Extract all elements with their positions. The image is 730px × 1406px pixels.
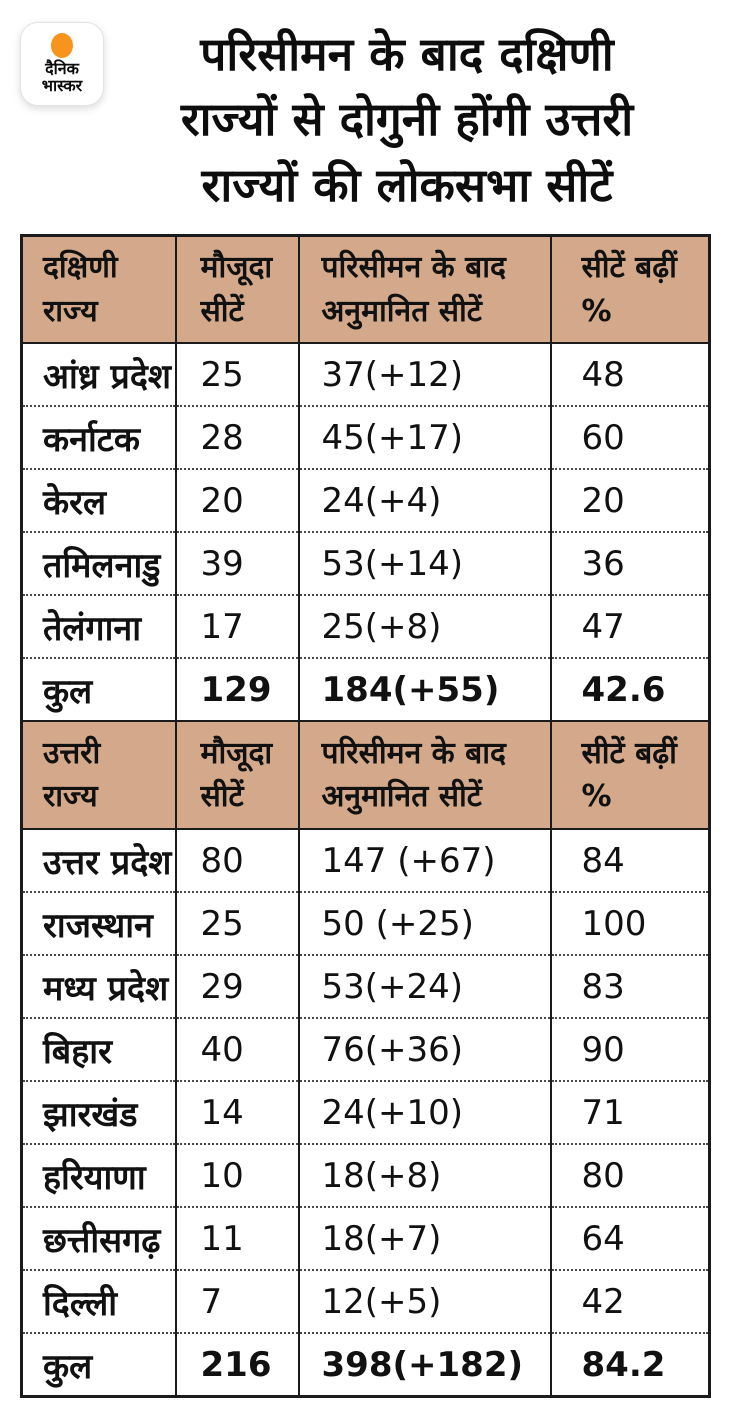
- projected-seats-cell: 184(+55): [297, 657, 551, 722]
- pct-cell: 84.2: [549, 1332, 710, 1397]
- logo-text: दैनिक भास्कर: [41, 59, 83, 95]
- current-seats-cell: 80: [174, 828, 299, 893]
- state-cell: तेलंगाना: [20, 594, 176, 659]
- south-header-row: दक्षिणी राज्य मौजूदा सीटें परिसीमन के बा…: [20, 234, 710, 345]
- table-row: तेलंगाना 17 25(+8) 47: [20, 594, 710, 659]
- state-cell: उत्तर प्रदेश: [20, 828, 176, 893]
- table-row: हरियाणा 10 18(+8) 80: [20, 1143, 710, 1208]
- pct-cell: 84: [549, 828, 710, 893]
- state-cell: कर्नाटक: [20, 405, 176, 470]
- col-header-current-seats: मौजूदा सीटें: [174, 720, 299, 831]
- table-row: राजस्थान 25 50 (+25) 100: [20, 891, 710, 956]
- projected-seats-cell: 45(+17): [297, 405, 551, 470]
- current-seats-cell: 11: [174, 1206, 299, 1271]
- projected-seats-cell: 76(+36): [297, 1017, 551, 1082]
- projected-seats-cell: 53(+14): [297, 531, 551, 596]
- pct-cell: 60: [549, 405, 710, 470]
- pct-cell: 42: [549, 1269, 710, 1334]
- state-cell: तमिलनाडु: [20, 531, 176, 596]
- current-seats-cell: 17: [174, 594, 299, 659]
- page-title: परिसीमन के बाद दक्षिणी राज्यों से दोगुनी…: [104, 20, 710, 218]
- projected-seats-cell: 37(+12): [297, 342, 551, 407]
- pct-cell: 80: [549, 1143, 710, 1208]
- north-header-row: उत्तरी राज्य मौजूदा सीटें परिसीमन के बाद…: [20, 720, 710, 831]
- pct-cell: 83: [549, 954, 710, 1019]
- south-total-row: कुल 129 184(+55) 42.6: [20, 657, 710, 722]
- total-label-cell: कुल: [20, 657, 176, 722]
- current-seats-cell: 216: [174, 1332, 299, 1397]
- state-cell: केरल: [20, 468, 176, 533]
- projected-seats-cell: 50 (+25): [297, 891, 551, 956]
- total-label-cell: कुल: [20, 1332, 176, 1397]
- pct-cell: 71: [549, 1080, 710, 1145]
- table-row: केरल 20 24(+4) 20: [20, 468, 710, 533]
- current-seats-cell: 29: [174, 954, 299, 1019]
- page-title-line1: परिसीमन के बाद दक्षिणी: [200, 27, 614, 81]
- page-title-line3: राज्यों की लोकसभा सीटें: [201, 157, 613, 212]
- table-row: बिहार 40 76(+36) 90: [20, 1017, 710, 1082]
- col-header-projected-seats: परिसीमन के बाद अनुमानित सीटें: [297, 720, 551, 831]
- projected-seats-cell: 24(+4): [297, 468, 551, 533]
- current-seats-cell: 28: [174, 405, 299, 470]
- state-cell: बिहार: [20, 1017, 176, 1082]
- state-cell: राजस्थान: [20, 891, 176, 956]
- pct-cell: 100: [549, 891, 710, 956]
- projected-seats-cell: 18(+7): [297, 1206, 551, 1271]
- current-seats-cell: 39: [174, 531, 299, 596]
- table-row: झारखंड 14 24(+10) 71: [20, 1080, 710, 1145]
- current-seats-cell: 20: [174, 468, 299, 533]
- sun-dot-icon: [51, 33, 73, 59]
- projected-seats-cell: 53(+24): [297, 954, 551, 1019]
- projected-seats-cell: 398(+182): [297, 1332, 551, 1397]
- state-cell: मध्य प्रदेश: [20, 954, 176, 1019]
- state-cell: दिल्ली: [20, 1269, 176, 1334]
- col-header-south-state: दक्षिणी राज्य: [20, 234, 176, 345]
- state-cell: झारखंड: [20, 1080, 176, 1145]
- pct-cell: 42.6: [549, 657, 710, 722]
- col-header-projected-seats: परिसीमन के बाद अनुमानित सीटें: [297, 234, 551, 345]
- masthead: दैनिक भास्कर परिसीमन के बाद दक्षिणी राज्…: [20, 20, 710, 218]
- pct-cell: 47: [549, 594, 710, 659]
- pct-cell: 20: [549, 468, 710, 533]
- current-seats-cell: 129: [174, 657, 299, 722]
- table-row: आंध्र प्रदेश 25 37(+12) 48: [20, 342, 710, 407]
- projected-seats-cell: 24(+10): [297, 1080, 551, 1145]
- page-title-line2: राज्यों से दोगुनी होंगी उत्तरी: [180, 92, 634, 147]
- state-cell: हरियाणा: [20, 1143, 176, 1208]
- projected-seats-cell: 25(+8): [297, 594, 551, 659]
- col-header-current-seats: मौजूदा सीटें: [174, 234, 299, 345]
- state-cell: छत्तीसगढ़: [20, 1206, 176, 1271]
- current-seats-cell: 10: [174, 1143, 299, 1208]
- current-seats-cell: 40: [174, 1017, 299, 1082]
- pct-cell: 64: [549, 1206, 710, 1271]
- col-header-north-state: उत्तरी राज्य: [20, 720, 176, 831]
- table-row: छत्तीसगढ़ 11 18(+7) 64: [20, 1206, 710, 1271]
- current-seats-cell: 14: [174, 1080, 299, 1145]
- current-seats-cell: 25: [174, 891, 299, 956]
- projected-seats-cell: 147 (+67): [297, 828, 551, 893]
- pct-cell: 48: [549, 342, 710, 407]
- seats-table: दक्षिणी राज्य मौजूदा सीटें परिसीमन के बा…: [20, 233, 711, 1398]
- table-row: तमिलनाडु 39 53(+14) 36: [20, 531, 710, 596]
- state-cell: आंध्र प्रदेश: [20, 342, 176, 407]
- current-seats-cell: 25: [174, 342, 299, 407]
- pct-cell: 90: [549, 1017, 710, 1082]
- table-row: कर्नाटक 28 45(+17) 60: [20, 405, 710, 470]
- col-header-pct-increase: सीटें बढ़ीं %: [549, 234, 710, 345]
- table-row: मध्य प्रदेश 29 53(+24) 83: [20, 954, 710, 1019]
- pct-cell: 36: [549, 531, 710, 596]
- projected-seats-cell: 18(+8): [297, 1143, 551, 1208]
- table-row: दिल्ली 7 12(+5) 42: [20, 1269, 710, 1334]
- table-row: उत्तर प्रदेश 80 147 (+67) 84: [20, 828, 710, 893]
- north-total-row: कुल 216 398(+182) 84.2: [20, 1332, 710, 1397]
- current-seats-cell: 7: [174, 1269, 299, 1334]
- col-header-pct-increase: सीटें बढ़ीं %: [549, 720, 710, 831]
- projected-seats-cell: 12(+5): [297, 1269, 551, 1334]
- dainik-bhaskar-logo: दैनिक भास्कर: [20, 22, 104, 106]
